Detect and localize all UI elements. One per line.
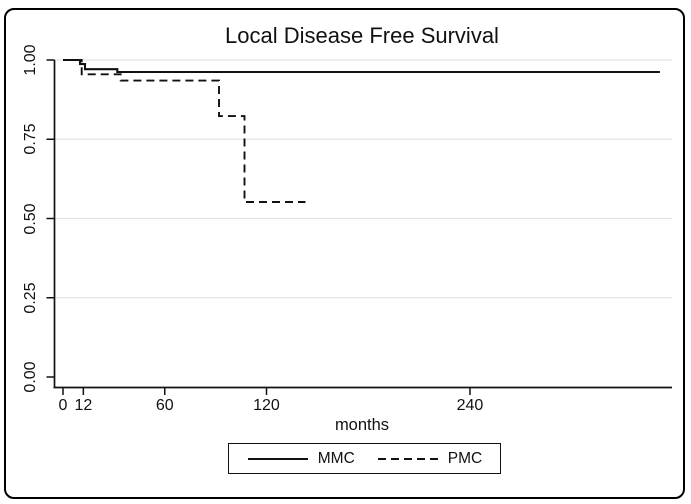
x-tick-label-60: 60 (155, 397, 174, 414)
legend-solid-line-sample (247, 457, 308, 460)
y-tick-label-0.50: 0.50 (22, 202, 39, 235)
y-tick-label-1.00: 1.00 (22, 44, 39, 76)
x-axis-title: months (334, 416, 390, 434)
chart-title: Local Disease Free Survival (225, 23, 499, 48)
x-tick-label-12: 12 (74, 397, 93, 414)
legend-item-pmc: PMC (377, 450, 482, 468)
legend-label-pmc: PMC (447, 449, 483, 467)
figure-frame (4, 8, 685, 499)
legend-item-mmc: MMC (247, 450, 355, 468)
series-line-pmc (63, 59, 306, 203)
legend-dashed-line-sample (377, 457, 438, 460)
series-line-mmc (63, 58, 660, 74)
y-tick-label-0.25: 0.25 (22, 282, 39, 314)
legend: MMC PMC (228, 443, 501, 474)
y-tick-label-0.75: 0.75 (22, 123, 39, 155)
x-tick-label-0: 0 (58, 397, 68, 414)
x-tick-label-240: 240 (456, 397, 484, 414)
x-tick-label-120: 120 (253, 397, 280, 414)
legend-label-mmc: MMC (317, 449, 355, 467)
y-tick-label-0.00: 0.00 (22, 361, 39, 393)
